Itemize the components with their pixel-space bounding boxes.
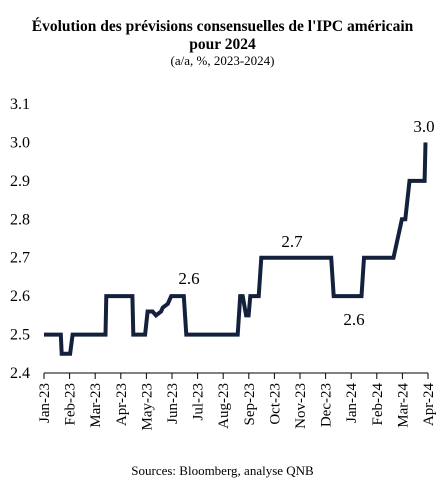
x-tick-label: Apr-23 [114,383,130,426]
annotation-jun23: 2.6 [178,269,199,288]
chart-title-line-2: pour 2024 [189,36,256,53]
y-tick-label: 2.7 [10,250,30,267]
y-tick-label: 2.6 [10,288,30,305]
source-note: Sources: Bloomberg, analyse QNB [131,463,314,478]
x-tick-label: Dec-23 [319,383,335,427]
annotation-oct23: 2.7 [281,232,303,251]
x-tick-label: Feb-23 [63,383,79,426]
y-tick-label: 3.1 [10,96,30,113]
y-tick-label: 2.9 [10,173,30,190]
x-tick-label: May-23 [139,383,155,431]
x-tick-label: Jul-23 [191,383,207,421]
y-tick-label: 2.5 [10,327,30,344]
x-tick-label: Mar-24 [395,383,411,428]
annotation-layer: 2.6 2.7 2.6 3.0 [178,117,434,329]
y-tick-label: 3.0 [10,134,30,151]
chart-title-line-1: Évolution des prévisions consensuelles d… [31,18,414,35]
x-tick-label: Apr-24 [421,383,437,427]
x-tick-label: Aug-23 [216,383,232,429]
x-tick-label: Jan-24 [344,383,360,423]
x-tick-label: Nov-23 [293,383,309,429]
x-tick-label: Mar-23 [88,383,104,428]
x-tick-label: Jan-23 [37,383,53,423]
x-tick-label: Sep-23 [242,383,258,426]
chart-subtitle: (a/a, %, 2023-2024) [170,53,275,68]
x-axis: Jan-23 Feb-23 Mar-23 Apr-23 May-23 Jun-23 Jul-… [37,372,437,431]
x-tick-label: Jun-23 [165,383,181,424]
series-layer [44,142,428,356]
y-tick-label: 2.4 [10,365,30,382]
y-tick-label: 2.8 [10,211,30,228]
x-tick-label: Feb-24 [370,383,386,426]
x-tick-label: Oct-23 [267,383,283,425]
annotation-apr24: 3.0 [413,117,434,136]
annotation-jan24: 2.6 [343,310,364,329]
series-line [44,142,428,356]
y-axis: 2.4 2.5 2.6 2.7 2.8 2.9 3.0 3.1 [10,96,30,382]
